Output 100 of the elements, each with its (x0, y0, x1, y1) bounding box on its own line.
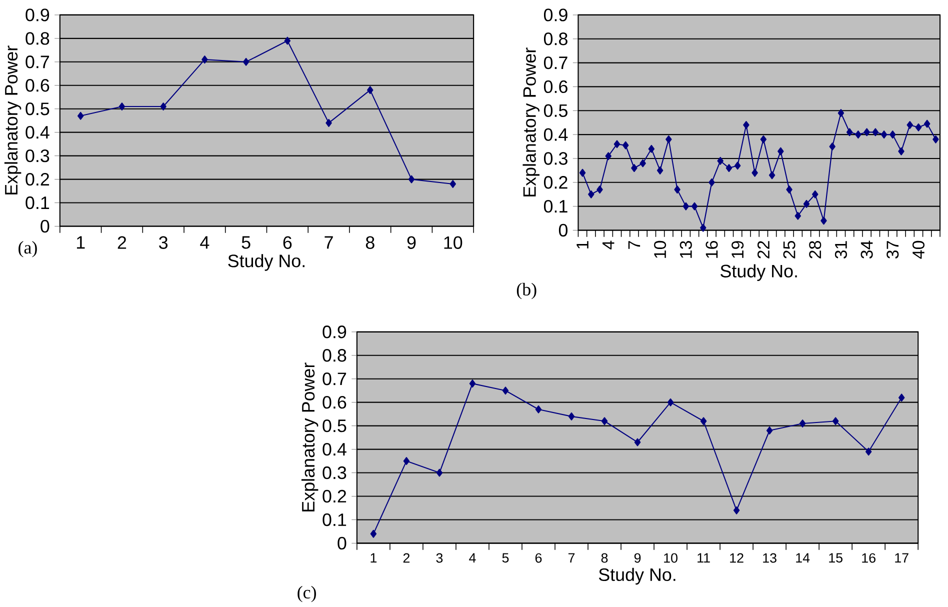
y-tick-label: 0.7 (322, 372, 346, 386)
point (829, 142, 836, 151)
point (786, 186, 792, 194)
point (568, 412, 575, 421)
point (596, 186, 603, 194)
point (202, 56, 208, 64)
x-tick-label: 4 (602, 240, 614, 250)
point (717, 157, 724, 166)
point (408, 175, 415, 184)
x-axis-title: Study No. (228, 254, 304, 272)
point (367, 86, 374, 94)
x-tick-label: 2 (118, 236, 126, 249)
point (700, 224, 706, 232)
y-tick-label: 0.4 (544, 128, 568, 142)
x-tick-label: 25 (783, 241, 796, 259)
y-tick-label: 0.1 (544, 200, 568, 213)
point (242, 58, 250, 66)
point (734, 162, 741, 170)
point (855, 130, 862, 139)
x-tick-label: 1 (76, 236, 85, 249)
point (865, 448, 872, 456)
point (579, 169, 586, 178)
point (77, 112, 84, 120)
x-tick-label: 9 (634, 553, 641, 563)
point (915, 124, 922, 132)
point (682, 202, 690, 210)
y-tick-label: 0.7 (544, 56, 568, 70)
point (326, 119, 332, 128)
point (832, 417, 839, 426)
point (160, 102, 166, 111)
x-tick-label: 16 (706, 241, 718, 258)
x-tick-label: 6 (283, 236, 292, 250)
point (118, 102, 126, 111)
x-tick-label: 3 (436, 553, 443, 563)
x-tick-label: 17 (895, 553, 908, 563)
x-tick-label: 1 (370, 553, 377, 563)
point (622, 142, 629, 150)
y-tick-label: 0.3 (322, 466, 346, 480)
point (733, 506, 740, 515)
point (708, 178, 715, 187)
point (605, 152, 612, 160)
y-tick-label: 0.4 (26, 126, 50, 139)
point (924, 120, 930, 128)
y-tick-label: 0.6 (544, 80, 568, 94)
x-tick-label: 6 (535, 553, 542, 563)
y-tick-label: 0.9 (26, 8, 50, 22)
x-axis-title: Study No. (598, 568, 676, 585)
point (634, 438, 641, 446)
x-tick-label: 16 (862, 553, 876, 563)
x-tick-label: 7 (324, 236, 333, 249)
x-tick-label: 2 (403, 553, 410, 563)
point (820, 216, 827, 225)
point (906, 121, 913, 130)
x-tick-label: 5 (502, 553, 509, 563)
x-tick-label: 8 (366, 236, 374, 250)
point (898, 394, 905, 402)
point (666, 136, 672, 144)
y-tick-label: 0.6 (322, 396, 346, 409)
x-tick-label: 4 (200, 236, 210, 249)
y-tick-label: 0.3 (544, 152, 568, 166)
y-tick-label: 0.5 (544, 104, 568, 118)
point (648, 145, 655, 154)
x-tick-label: 11 (698, 553, 710, 563)
x-tick-label: 10 (664, 553, 678, 563)
point (691, 202, 698, 210)
x-tick-label: 3 (159, 236, 168, 250)
y-tick-label: 0.2 (26, 173, 50, 186)
x-tick-label: 7 (568, 553, 575, 563)
point (766, 426, 773, 435)
point (614, 140, 620, 148)
point (450, 180, 456, 188)
x-tick-label: 34 (860, 240, 873, 259)
point (898, 148, 904, 156)
point (794, 212, 802, 220)
point (535, 406, 542, 414)
point (588, 190, 594, 199)
y-tick-label: 0.4 (322, 443, 346, 456)
y-tick-label: 0.5 (322, 420, 346, 432)
point (656, 166, 664, 175)
x-tick-label: 9 (407, 236, 416, 250)
y-tick-label: 0 (338, 537, 346, 550)
point (436, 468, 443, 477)
point (932, 136, 939, 144)
y-axis-title: Explanatory Power (301, 362, 318, 512)
y-tick-label: 0.5 (26, 102, 50, 116)
point (768, 171, 776, 180)
point (601, 417, 608, 426)
point (640, 159, 646, 168)
x-tick-label: 10 (444, 236, 462, 250)
y-tick-label: 0.2 (322, 490, 346, 503)
point (631, 164, 638, 172)
x-tick-label: 22 (757, 241, 770, 259)
y-tick-label: 0 (558, 224, 568, 237)
y-tick-label: 0.9 (322, 326, 346, 338)
x-tick-label: 13 (680, 241, 692, 258)
point (880, 130, 888, 139)
point (469, 380, 476, 388)
x-tick-label: 15 (829, 553, 842, 563)
x-tick-label: 28 (809, 241, 822, 259)
y-tick-label: 0.3 (26, 150, 50, 162)
